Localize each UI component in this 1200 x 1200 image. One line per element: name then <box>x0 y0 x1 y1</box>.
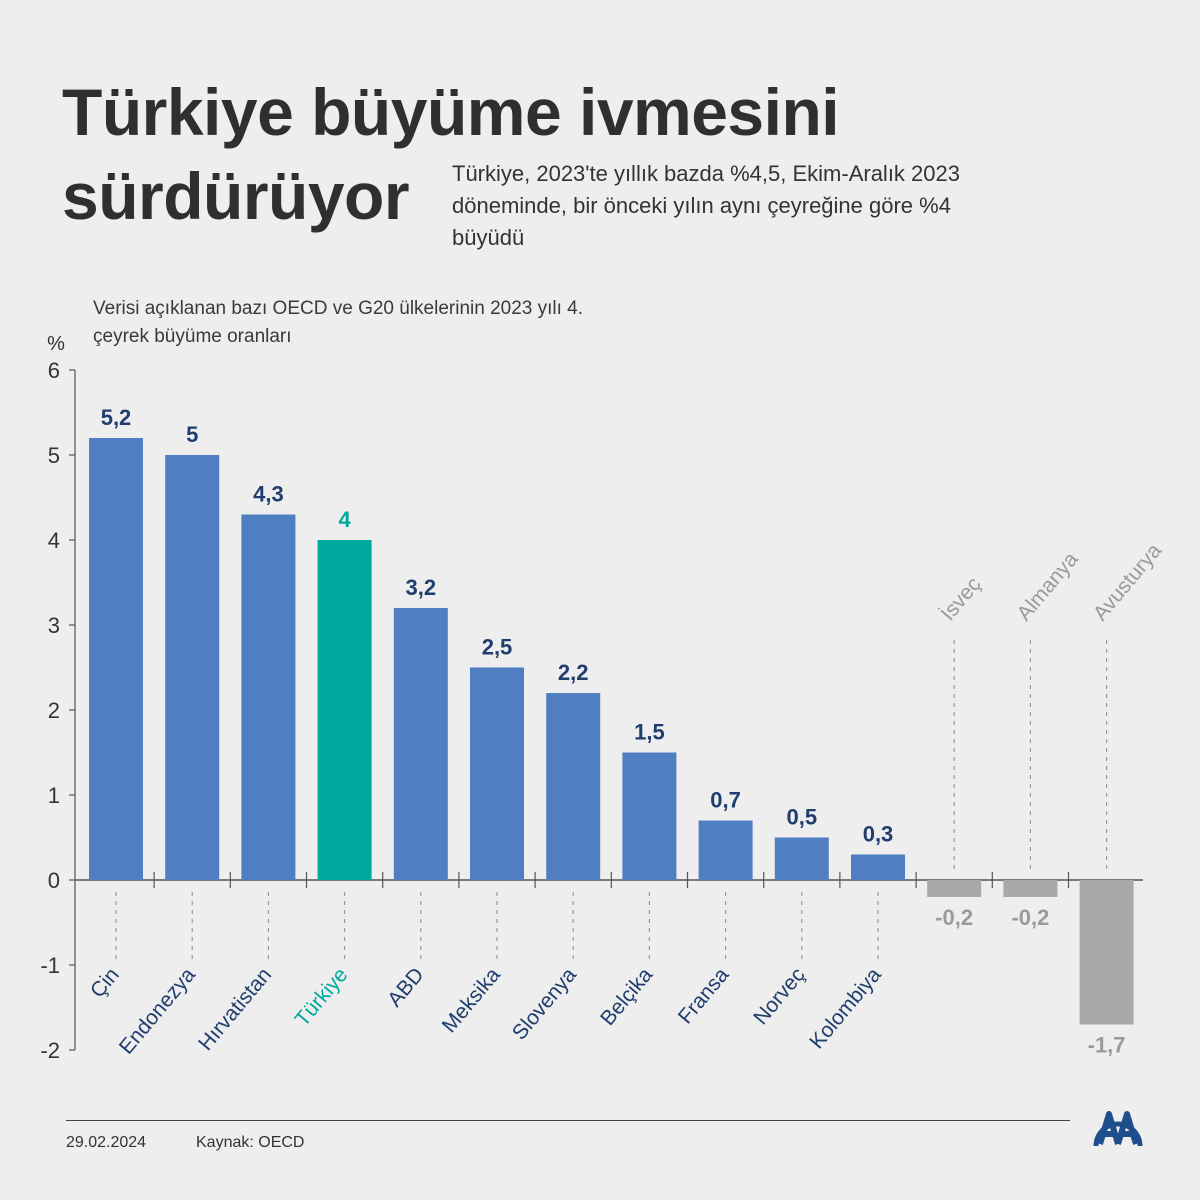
category-label: Belçika <box>596 963 657 1030</box>
bar <box>165 455 220 880</box>
bar <box>698 820 753 880</box>
y-tick-label: 3 <box>48 613 60 638</box>
bar-value-label: 2,2 <box>558 660 589 685</box>
bar-value-label: 2,5 <box>482 635 513 660</box>
category-label: Çin <box>86 963 124 1002</box>
bar <box>1003 880 1058 897</box>
bar <box>393 608 448 880</box>
bar-value-label: -0,2 <box>1011 905 1049 930</box>
bar <box>546 693 601 880</box>
bar-value-label: 0,3 <box>863 822 894 847</box>
category-label: Slovenya <box>508 963 581 1044</box>
category-label: Türkiye <box>291 963 353 1031</box>
category-label: Norveç <box>749 963 809 1029</box>
chart-note: Verisi açıklanan bazı OECD ve G20 ülkele… <box>93 298 584 347</box>
category-label: Hırvatistan <box>194 963 276 1055</box>
y-tick-label: 0 <box>48 868 60 893</box>
bar-value-label: -1,7 <box>1088 1033 1126 1058</box>
page-subtitle: Türkiye, 2023'te yıllık bazda %4,5, Ekim… <box>452 161 960 250</box>
y-tick-label: 2 <box>48 698 60 723</box>
y-tick-label: 6 <box>48 358 60 383</box>
bar <box>1079 880 1134 1025</box>
footer-divider <box>66 1120 1070 1121</box>
bar-value-label: 3,2 <box>406 575 437 600</box>
y-tick-label: -2 <box>40 1038 60 1063</box>
bar <box>851 854 905 880</box>
bar <box>317 540 372 880</box>
bar-value-label: -0,2 <box>935 905 973 930</box>
aa-logo-icon <box>1093 1111 1143 1147</box>
y-tick-label: -1 <box>40 953 60 978</box>
bar <box>470 667 524 880</box>
category-label: Avusturya <box>1089 539 1167 625</box>
y-tick-label: 4 <box>48 528 60 553</box>
bar-value-label: 5 <box>186 422 198 447</box>
y-axis-label: % <box>47 333 65 355</box>
bar <box>774 837 829 880</box>
bar <box>241 514 296 880</box>
bar-value-label: 4 <box>338 507 351 532</box>
bar-value-label: 0,7 <box>710 788 741 813</box>
category-label: Meksika <box>438 963 505 1037</box>
page-title: Türkiye büyüme ivmesini sürdürüyor <box>62 75 840 233</box>
category-label: Almanya <box>1013 548 1083 626</box>
category-label: Kolombiya <box>805 963 886 1053</box>
category-label: Endonezya <box>115 963 200 1059</box>
y-tick-label: 1 <box>48 783 60 808</box>
footer-source: Kaynak: OECD <box>196 1134 305 1151</box>
category-label: Fransa <box>674 963 734 1028</box>
category-label: İsveç <box>936 573 985 625</box>
bar-value-label: 0,5 <box>787 805 818 830</box>
y-tick-label: 5 <box>48 443 60 468</box>
bar-value-label: 4,3 <box>253 482 284 507</box>
bar <box>927 880 982 897</box>
bar-value-label: 5,2 <box>101 405 132 430</box>
bar <box>622 752 677 880</box>
category-label: ABD <box>383 963 428 1011</box>
footer-date: 29.02.2024 <box>66 1134 147 1151</box>
bar-chart: % 6 5 4 3 2 1 0 -1 -2 5,2 Çin 5 Endonezya 4,3 Hırvatist… <box>40 333 1167 1063</box>
bar-value-label: 1,5 <box>634 720 665 745</box>
bar <box>89 438 143 880</box>
